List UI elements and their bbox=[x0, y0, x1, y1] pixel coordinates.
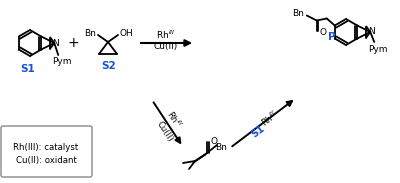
Text: Cu(II): Cu(II) bbox=[154, 42, 178, 51]
Text: Rh$^{III}$: Rh$^{III}$ bbox=[259, 109, 281, 129]
Text: P: P bbox=[328, 31, 336, 42]
Text: Bn: Bn bbox=[215, 143, 227, 152]
Text: S1: S1 bbox=[21, 64, 35, 74]
FancyBboxPatch shape bbox=[1, 126, 92, 177]
Text: +: + bbox=[67, 36, 79, 50]
Text: Pym: Pym bbox=[52, 57, 72, 66]
Text: Rh$^{III}$: Rh$^{III}$ bbox=[164, 109, 185, 130]
Text: Bn: Bn bbox=[292, 9, 304, 18]
Text: Rh(III): catalyst: Rh(III): catalyst bbox=[13, 143, 79, 152]
Text: Bn: Bn bbox=[84, 29, 96, 38]
Text: N: N bbox=[52, 38, 59, 48]
Text: N: N bbox=[368, 27, 375, 36]
Text: S2: S2 bbox=[102, 61, 116, 71]
Text: Cu(II): Cu(II) bbox=[154, 119, 174, 143]
Text: Cu(II): oxidant: Cu(II): oxidant bbox=[16, 156, 76, 165]
Text: OH: OH bbox=[119, 29, 133, 38]
Text: O: O bbox=[319, 28, 326, 37]
Text: Pym: Pym bbox=[368, 44, 388, 53]
Text: O: O bbox=[210, 137, 218, 145]
Text: Rh$^{III}$: Rh$^{III}$ bbox=[156, 29, 176, 41]
Text: S1: S1 bbox=[250, 123, 266, 139]
